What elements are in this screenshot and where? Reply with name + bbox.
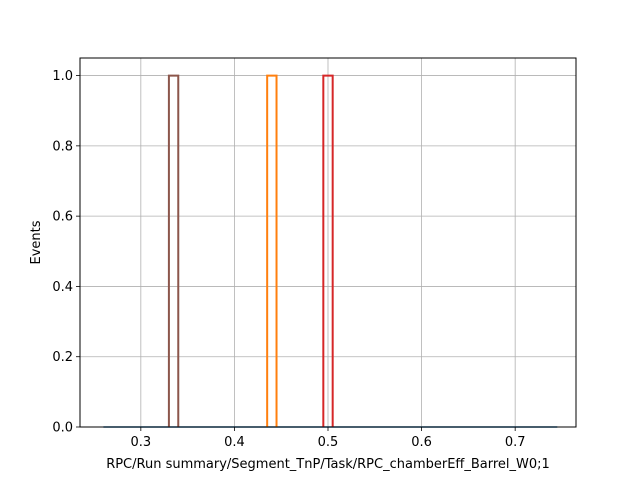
x-tick-label: 0.6 — [411, 435, 432, 450]
x-tick-label: 0.5 — [318, 435, 339, 450]
x-axis-label: RPC/Run summary/Segment_TnP/Task/RPC_cha… — [106, 457, 550, 472]
x-tick-label: 0.7 — [505, 435, 526, 450]
histogram-bar-1 — [266, 74, 278, 427]
histogram-bar-2 — [322, 74, 334, 427]
y-tick-label: 0.2 — [52, 350, 73, 365]
histogram-bar-0 — [167, 74, 180, 427]
x-tick-label: 0.3 — [130, 435, 151, 450]
y-tick-label: 0.6 — [52, 210, 73, 225]
y-axis-label: Events — [29, 220, 44, 264]
y-axis-ticks: 0.0 0.2 0.4 0.6 0.8 1.0 — [52, 69, 80, 436]
x-tick-label: 0.4 — [224, 435, 245, 450]
x-axis-ticks: 0.3 0.4 0.5 0.6 0.7 — [130, 427, 526, 450]
y-tick-label: 1.0 — [52, 69, 73, 84]
y-tick-label: 0.0 — [52, 421, 73, 436]
y-tick-label: 0.4 — [52, 280, 73, 295]
y-tick-label: 0.8 — [52, 139, 73, 154]
